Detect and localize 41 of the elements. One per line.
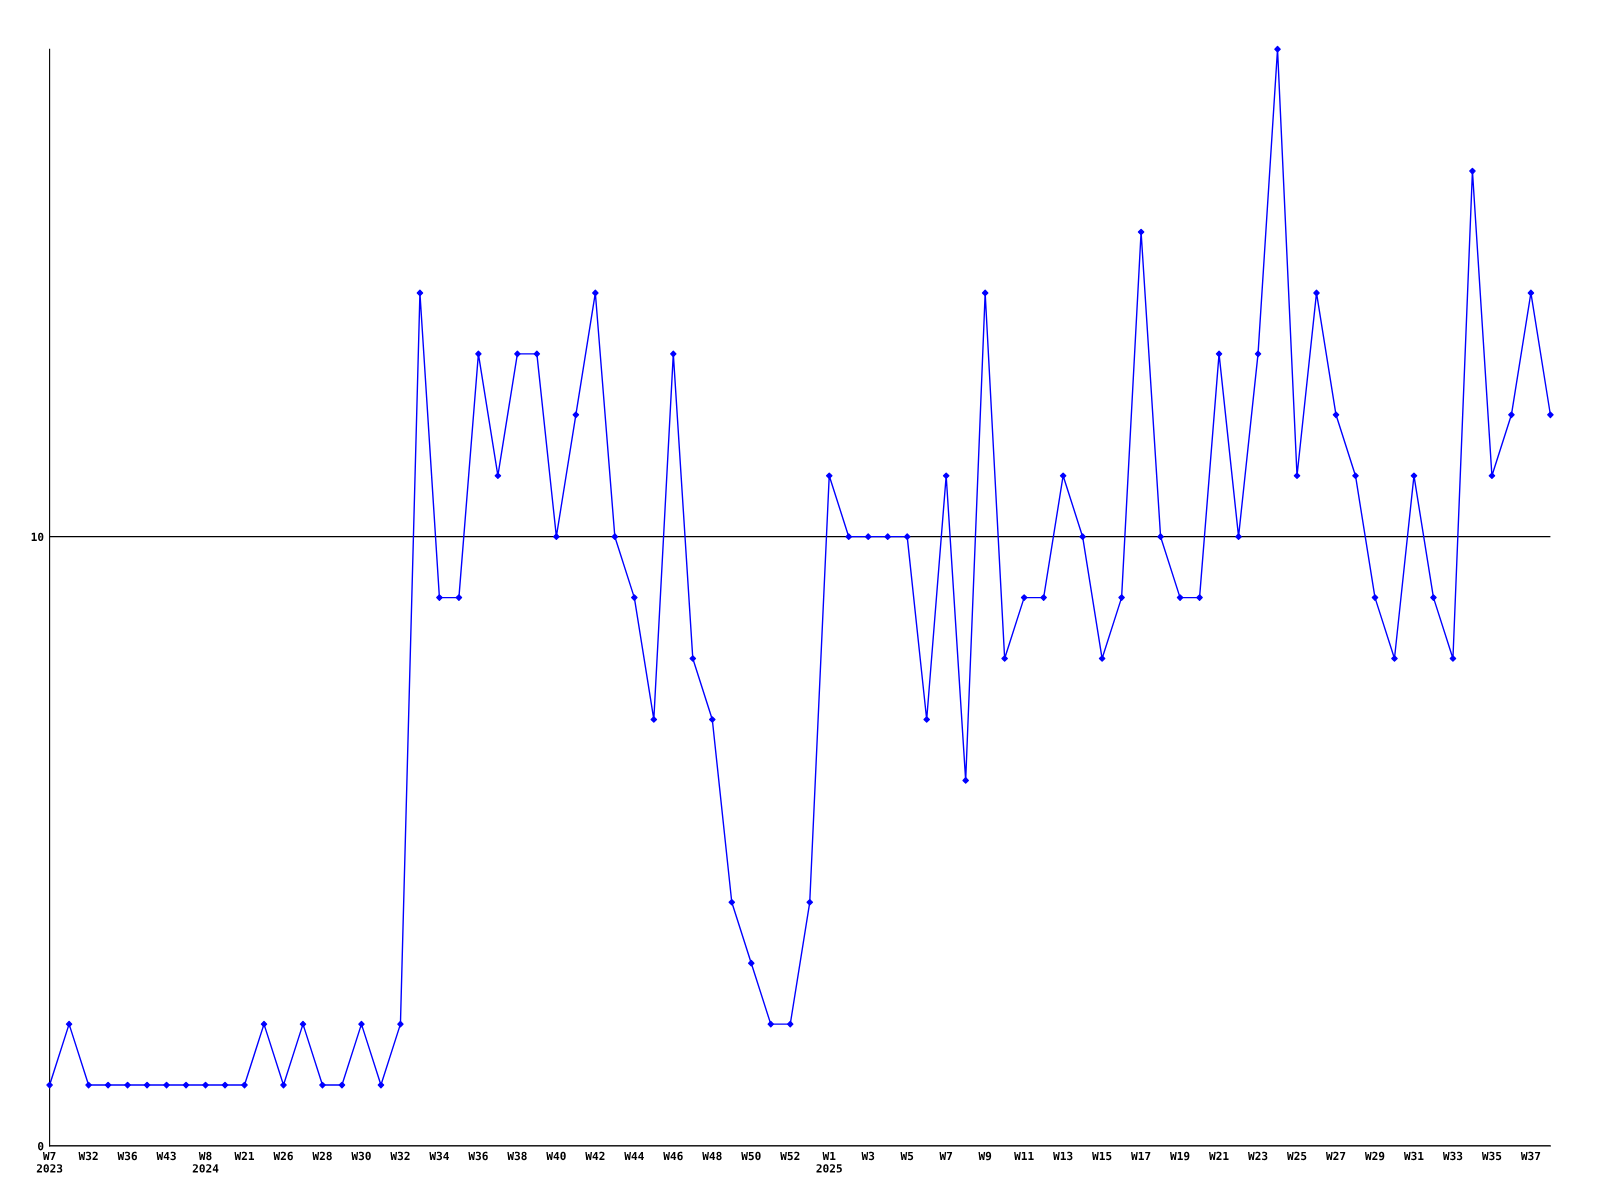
x-tick-label: W46 <box>663 1151 683 1161</box>
x-tick-label: W25 <box>1286 1151 1307 1161</box>
x-tick-label: W13 <box>1053 1151 1073 1161</box>
x-tick-label: W37 <box>1520 1151 1541 1161</box>
x-tick-label: W44 <box>624 1151 644 1160</box>
x-tick-label: W32 <box>390 1151 410 1161</box>
x-tick-label: W9 <box>978 1151 992 1161</box>
x-tick-label: W5 <box>900 1151 914 1161</box>
x-tick-label: W23 <box>1248 1151 1268 1161</box>
x-tick-label: W8 2024 <box>192 1151 219 1173</box>
x-tick-label: W36 <box>117 1151 137 1161</box>
x-tick-label: W50 <box>741 1151 761 1161</box>
x-tick-label: W43 <box>156 1151 176 1161</box>
x-tick-label: W29 <box>1364 1151 1385 1161</box>
x-tick-label: W35 <box>1481 1151 1502 1161</box>
x-tick-label: W7 2023 <box>36 1151 63 1173</box>
x-tick-label: W11 <box>1014 1151 1034 1160</box>
x-tick-label: W48 <box>702 1151 722 1161</box>
x-tick-label: W15 <box>1092 1151 1112 1161</box>
x-tick-label: W19 <box>1170 1151 1190 1161</box>
x-tick-label: W52 <box>780 1151 800 1161</box>
x-tick-label: W21 <box>1209 1151 1229 1160</box>
x-tick-label: W7 <box>939 1151 953 1160</box>
x-tick-label: W32 <box>78 1151 98 1161</box>
x-tick-label: W27 <box>1325 1151 1346 1160</box>
x-tick-label: W40 <box>546 1151 566 1161</box>
x-tick-label: W34 <box>429 1151 449 1161</box>
x-tick-label: W17 <box>1131 1151 1151 1160</box>
x-tick-label: W1 2025 <box>816 1151 842 1173</box>
x-tick-label: W38 <box>507 1151 527 1161</box>
x-tick-label: W28 <box>312 1151 332 1161</box>
y-tick-label: 0 <box>38 1141 44 1151</box>
x-tick-label: W3 <box>861 1151 875 1161</box>
x-tick-label: W30 <box>351 1151 371 1161</box>
x-tick-label: W33 <box>1442 1151 1463 1161</box>
x-tick-label: W26 <box>273 1151 293 1161</box>
x-tick-label: W31 <box>1403 1151 1424 1161</box>
x-tick-label: W36 <box>468 1151 488 1161</box>
x-tick-label: W21 <box>234 1151 255 1160</box>
y-tick-label: 10 <box>31 532 44 542</box>
x-tick-label: W42 <box>585 1151 605 1160</box>
